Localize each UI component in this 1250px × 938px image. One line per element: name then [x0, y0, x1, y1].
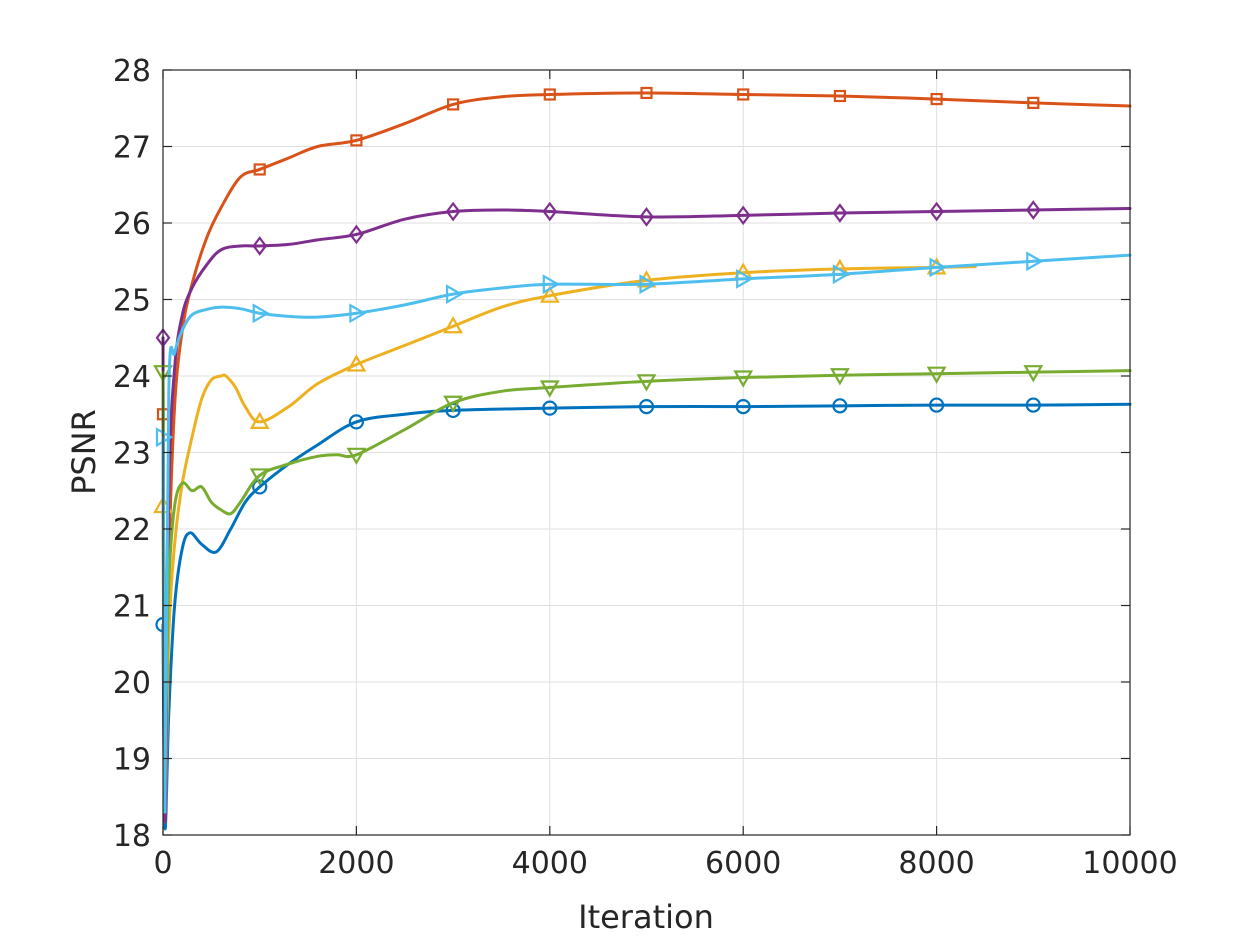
y-tick-label: 25 [113, 284, 151, 319]
series-marker-diamond [639, 207, 654, 227]
x-tick-label: 6000 [705, 846, 781, 881]
series-marker-triangle-down [830, 368, 850, 386]
y-tick-label: 21 [113, 590, 151, 625]
series-marker-triangle-right [639, 274, 657, 295]
y-tick-label: 24 [113, 360, 151, 395]
series-5 [153, 365, 1132, 735]
series-6 [155, 251, 1132, 814]
x-tick-label: 0 [153, 846, 172, 881]
series-marker-triangle-right [252, 303, 270, 324]
series-marker-triangle-up [636, 270, 657, 288]
y-tick-label: 20 [113, 666, 151, 701]
series-marker-triangle-down [539, 380, 560, 398]
series-marker-diamond [929, 201, 944, 222]
series-marker-circle [638, 399, 655, 415]
series-marker-square [640, 86, 653, 100]
series-marker-circle [832, 398, 848, 414]
x-tick-label: 10000 [1082, 846, 1177, 881]
series-marker-triangle-down [443, 395, 463, 413]
y-axis-label: PSNR [65, 409, 103, 495]
series-marker-diamond [1025, 200, 1041, 220]
series-marker-triangle-down [733, 370, 754, 388]
series-marker-circle [542, 400, 558, 416]
series-marker-square [1027, 96, 1040, 109]
series-marker-triangle-right [929, 257, 947, 278]
series-marker-circle [735, 399, 751, 415]
series-marker-square [253, 163, 266, 176]
series-marker-diamond [349, 224, 364, 245]
series-marker-diamond [445, 201, 461, 222]
series-marker-triangle-down [636, 374, 657, 392]
series-line [161, 369, 1132, 735]
series-marker-circle [1025, 397, 1041, 413]
series-marker-circle [928, 397, 945, 413]
series-marker-triangle-right [155, 427, 174, 448]
y-tick-label: 23 [113, 437, 151, 472]
y-tick-label: 18 [113, 819, 151, 854]
series-marker-triangle-up [346, 354, 367, 372]
x-tick-labels: 0 2000 4000 6000 8000 10000 [153, 846, 1177, 881]
series-marker-triangle-down [1023, 365, 1044, 383]
y-tick-label: 28 [113, 54, 151, 89]
series-marker-triangle-down [346, 447, 367, 466]
series-marker-diamond [252, 236, 268, 256]
series-marker-triangle-right [832, 264, 851, 285]
y-tick-label: 22 [113, 513, 151, 548]
series-marker-square [833, 89, 847, 103]
x-tick-label: 4000 [512, 846, 588, 881]
y-tick-labels: 18 19 20 21 22 23 24 25 26 27 28 [113, 54, 151, 854]
series-marker-square [737, 88, 750, 101]
series-marker-triangle-down [926, 366, 947, 384]
series-marker-triangle-up [249, 411, 270, 429]
tick-marks [162, 69, 1131, 836]
series-layer [153, 86, 1132, 831]
series-marker-diamond [542, 201, 558, 222]
series-marker-triangle-up [539, 285, 560, 303]
series-marker-triangle-right [349, 303, 367, 324]
series-marker-triangle-up [443, 316, 463, 334]
y-tick-label: 26 [113, 207, 151, 242]
x-tick-label: 8000 [898, 846, 974, 881]
series-marker-triangle-down [249, 468, 270, 486]
x-tick-label: 2000 [318, 846, 394, 881]
series-marker-triangle-right [542, 274, 561, 295]
series-marker-square [447, 98, 460, 111]
series-marker-diamond [832, 203, 848, 223]
y-tick-label: 19 [113, 743, 151, 778]
series-marker-diamond [735, 205, 751, 226]
series-marker-square [350, 134, 363, 147]
series-marker-circle [348, 414, 364, 430]
series-line [161, 253, 1132, 814]
x-axis-label: Iteration [578, 898, 714, 936]
y-tick-label: 27 [113, 131, 151, 166]
series-marker-circle [252, 479, 268, 495]
series-marker-triangle-right [1026, 251, 1044, 272]
series-marker-square [543, 88, 556, 101]
series-marker-triangle-right [736, 268, 754, 289]
series-marker-triangle-right [446, 284, 464, 305]
series-marker-square [930, 92, 943, 106]
